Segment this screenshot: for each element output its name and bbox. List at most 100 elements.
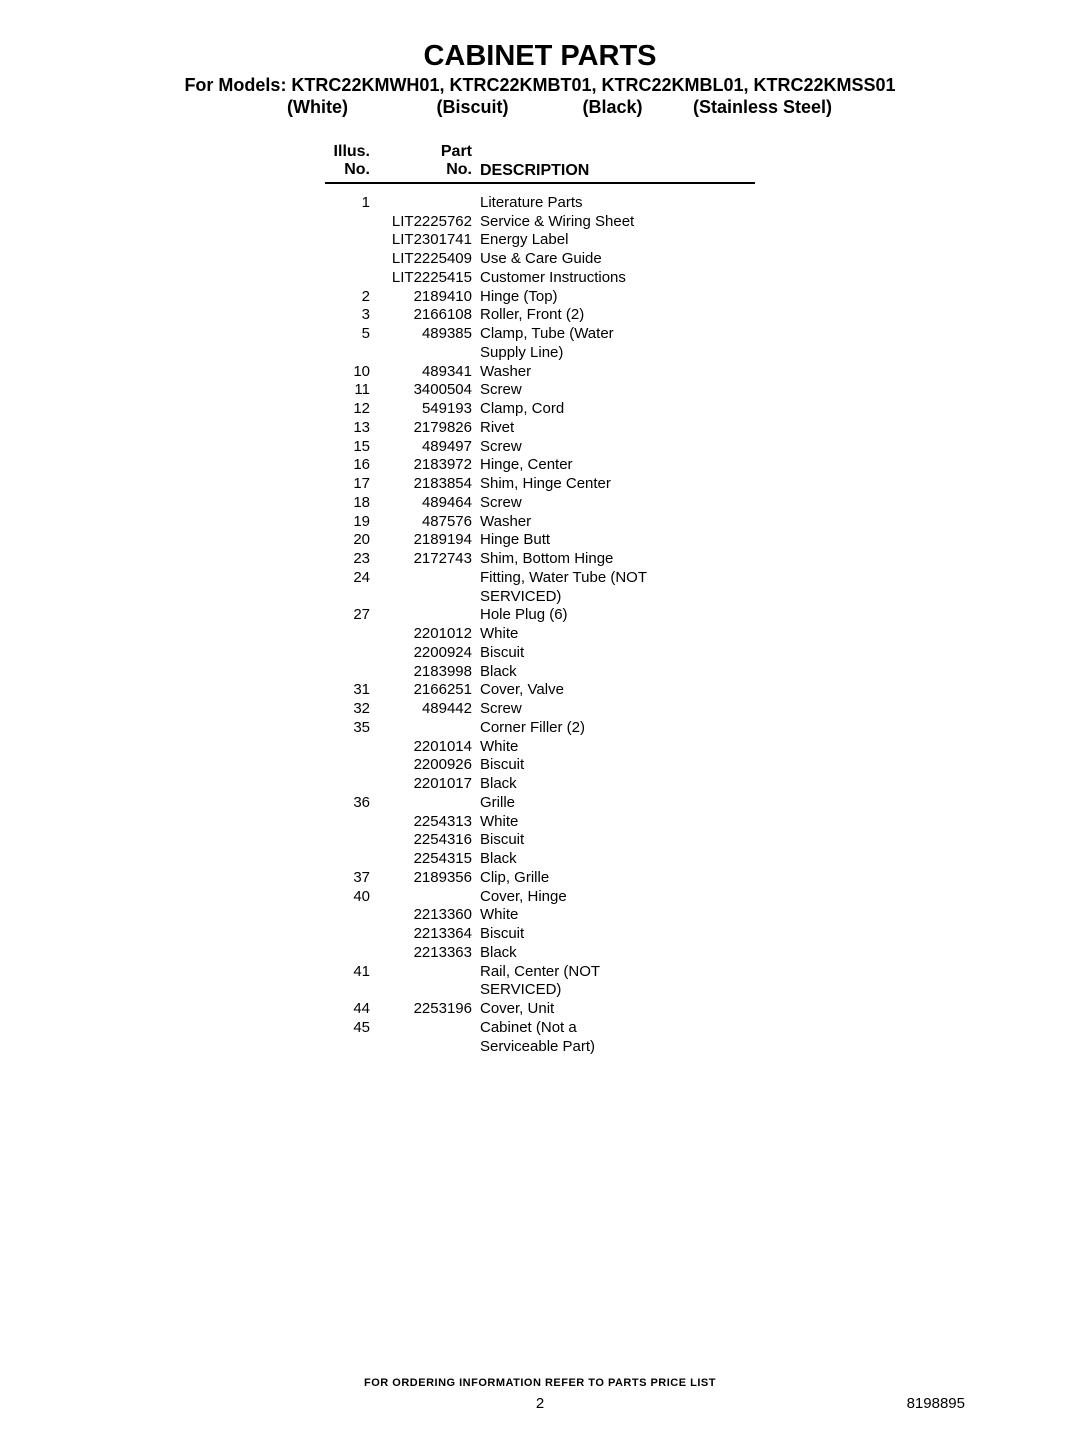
cell-part: 489464	[380, 494, 480, 513]
cell-illus: 15	[325, 438, 380, 457]
cell-illus	[325, 756, 380, 775]
table-row: 162183972Hinge, Center	[325, 456, 755, 475]
cell-part: 487576	[380, 513, 480, 532]
color-white: (White)	[237, 97, 397, 118]
cell-part: LIT2225762	[380, 213, 480, 232]
document-id: 8198895	[907, 1395, 965, 1412]
table-row: LIT2225415Customer Instructions	[325, 269, 755, 288]
table-row: 2213360White	[325, 906, 755, 925]
cell-description: Fitting, Water Tube (NOT SERVICED)	[480, 569, 650, 607]
table-row: 312166251Cover, Valve	[325, 681, 755, 700]
cell-part: LIT2301741	[380, 231, 480, 250]
cell-description: Screw	[480, 438, 650, 457]
table-row: 19487576Washer	[325, 513, 755, 532]
table-row: 24Fitting, Water Tube (NOT SERVICED)	[325, 569, 755, 607]
table-row: 172183854Shim, Hinge Center	[325, 475, 755, 494]
cell-part: LIT2225415	[380, 269, 480, 288]
table-row: 2254315Black	[325, 850, 755, 869]
cell-part: LIT2225409	[380, 250, 480, 269]
cell-part	[380, 794, 480, 813]
table-row: 2213364Biscuit	[325, 925, 755, 944]
table-row: 2213363Black	[325, 944, 755, 963]
cell-part: 2189356	[380, 869, 480, 888]
cell-description: Cover, Hinge	[480, 888, 650, 907]
cell-illus	[325, 850, 380, 869]
cell-illus: 31	[325, 681, 380, 700]
table-row: 2201017Black	[325, 775, 755, 794]
table-row: 27Hole Plug (6)	[325, 606, 755, 625]
cell-description: Corner Filler (2)	[480, 719, 650, 738]
table-row: 36Grille	[325, 794, 755, 813]
cell-part	[380, 888, 480, 907]
table-row: 32489442Screw	[325, 700, 755, 719]
cell-illus	[325, 775, 380, 794]
cell-illus: 45	[325, 1019, 380, 1057]
cell-description: Customer Instructions	[480, 269, 650, 288]
footer-note: FOR ORDERING INFORMATION REFER TO PARTS …	[0, 1377, 1080, 1389]
cell-part: 2166108	[380, 306, 480, 325]
table-row: 2201014White	[325, 738, 755, 757]
cell-part: 2200924	[380, 644, 480, 663]
header-illus: Illus. No.	[325, 143, 380, 180]
cell-description: White	[480, 813, 650, 832]
cell-illus	[325, 944, 380, 963]
cell-illus: 10	[325, 363, 380, 382]
cell-illus	[325, 813, 380, 832]
cell-illus: 20	[325, 531, 380, 550]
cell-part: 2179826	[380, 419, 480, 438]
table-row: 2201012White	[325, 625, 755, 644]
cell-illus: 3	[325, 306, 380, 325]
cell-illus: 35	[325, 719, 380, 738]
parts-table: Illus. No. Part No. DESCRIPTION 1Literat…	[325, 143, 755, 1056]
cell-description: Energy Label	[480, 231, 650, 250]
table-row: 15489497Screw	[325, 438, 755, 457]
cell-illus: 37	[325, 869, 380, 888]
cell-description: Screw	[480, 494, 650, 513]
cell-description: Hinge, Center	[480, 456, 650, 475]
cell-description: Black	[480, 775, 650, 794]
cell-part: 2183998	[380, 663, 480, 682]
models-subtitle: For Models: KTRC22KMWH01, KTRC22KMBT01, …	[0, 75, 1080, 96]
table-row: 40Cover, Hinge	[325, 888, 755, 907]
cell-part	[380, 1019, 480, 1057]
cell-description: Biscuit	[480, 756, 650, 775]
table-row: 2200926Biscuit	[325, 756, 755, 775]
table-row: 32166108Roller, Front (2)	[325, 306, 755, 325]
cell-description: Black	[480, 944, 650, 963]
table-body: 1Literature PartsLIT2225762Service & Wir…	[325, 194, 755, 1057]
header-desc: DESCRIPTION	[480, 143, 755, 180]
cell-illus: 32	[325, 700, 380, 719]
cell-part: 2200926	[380, 756, 480, 775]
table-row: 41Rail, Center (NOT SERVICED)	[325, 963, 755, 1001]
table-row: LIT2301741Energy Label	[325, 231, 755, 250]
cell-description: Clamp, Tube (Water Supply Line)	[480, 325, 650, 363]
cell-part: 3400504	[380, 381, 480, 400]
cell-description: Grille	[480, 794, 650, 813]
colors-row: (White) (Biscuit) (Black) (Stainless Ste…	[0, 97, 1080, 118]
cell-part: 2172743	[380, 550, 480, 569]
table-row: 372189356Clip, Grille	[325, 869, 755, 888]
table-row: 10489341Washer	[325, 363, 755, 382]
color-stainless: (Stainless Steel)	[683, 97, 843, 118]
cell-illus: 5	[325, 325, 380, 363]
table-row: 132179826Rivet	[325, 419, 755, 438]
cell-part: 2189194	[380, 531, 480, 550]
cell-part	[380, 569, 480, 607]
cell-description: White	[480, 906, 650, 925]
table-row: 18489464Screw	[325, 494, 755, 513]
cell-illus	[325, 663, 380, 682]
cell-illus	[325, 269, 380, 288]
cell-description: Biscuit	[480, 644, 650, 663]
cell-part	[380, 719, 480, 738]
cell-description: Screw	[480, 381, 650, 400]
cell-part: 2166251	[380, 681, 480, 700]
cell-illus: 16	[325, 456, 380, 475]
table-row: 12549193Clamp, Cord	[325, 400, 755, 419]
cell-illus	[325, 831, 380, 850]
cell-part: 2201012	[380, 625, 480, 644]
cell-illus	[325, 738, 380, 757]
cell-description: Cover, Valve	[480, 681, 650, 700]
cell-illus	[325, 906, 380, 925]
table-header: Illus. No. Part No. DESCRIPTION	[325, 143, 755, 184]
cell-part	[380, 606, 480, 625]
